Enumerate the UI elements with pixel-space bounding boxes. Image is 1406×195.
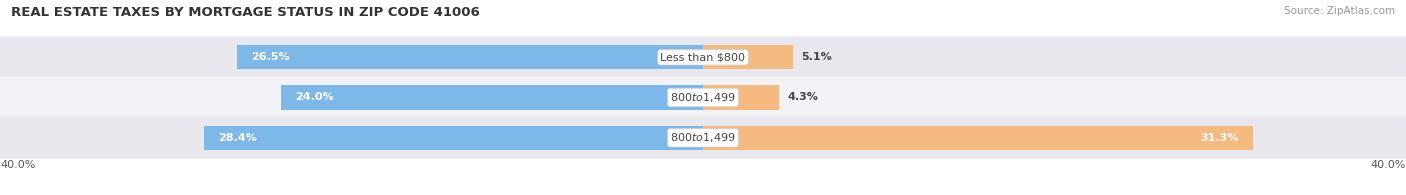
Text: 40.0%: 40.0% bbox=[0, 160, 35, 170]
Text: 26.5%: 26.5% bbox=[252, 52, 290, 62]
FancyBboxPatch shape bbox=[0, 117, 1406, 159]
FancyBboxPatch shape bbox=[0, 36, 1406, 78]
Text: Source: ZipAtlas.com: Source: ZipAtlas.com bbox=[1284, 6, 1395, 16]
Bar bbox=[281, 85, 703, 110]
FancyBboxPatch shape bbox=[0, 77, 1406, 118]
Text: 4.3%: 4.3% bbox=[787, 92, 818, 103]
Text: 40.0%: 40.0% bbox=[1371, 160, 1406, 170]
Text: 31.3%: 31.3% bbox=[1201, 133, 1239, 143]
Text: Less than $800: Less than $800 bbox=[661, 52, 745, 62]
Text: $800 to $1,499: $800 to $1,499 bbox=[671, 91, 735, 104]
Bar bbox=[703, 45, 793, 69]
Text: REAL ESTATE TAXES BY MORTGAGE STATUS IN ZIP CODE 41006: REAL ESTATE TAXES BY MORTGAGE STATUS IN … bbox=[11, 6, 479, 19]
Text: 24.0%: 24.0% bbox=[295, 92, 333, 103]
Text: 5.1%: 5.1% bbox=[801, 52, 832, 62]
Bar bbox=[703, 126, 1253, 150]
Text: $800 to $1,499: $800 to $1,499 bbox=[671, 131, 735, 144]
Bar bbox=[238, 45, 703, 69]
Text: 28.4%: 28.4% bbox=[218, 133, 257, 143]
Bar bbox=[204, 126, 703, 150]
Bar bbox=[703, 85, 779, 110]
